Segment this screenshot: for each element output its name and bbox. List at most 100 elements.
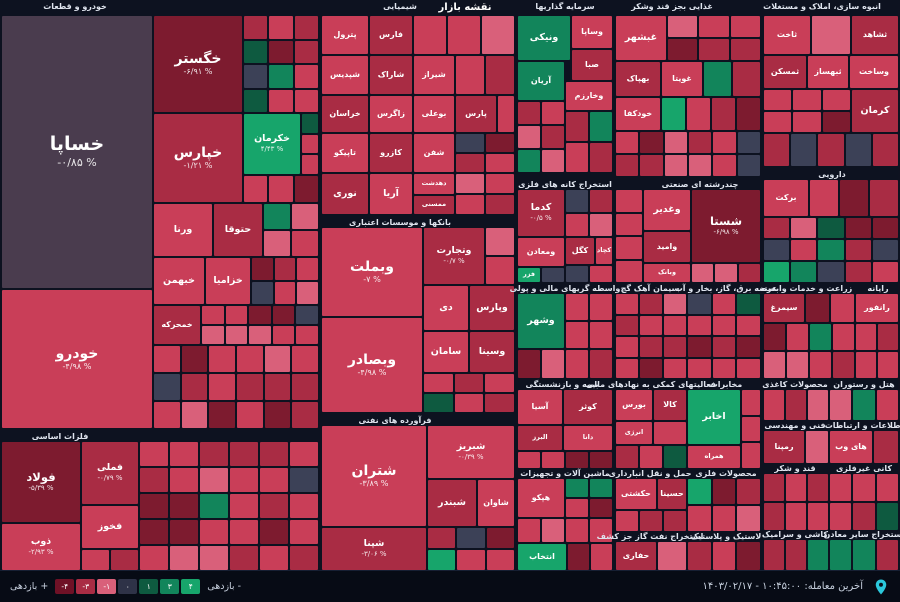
stock-tile[interactable]: خودرو -۴/۹۸ % [2, 290, 152, 428]
stock-tile[interactable]: خبهمن [154, 258, 204, 304]
stock-tile[interactable] [154, 402, 180, 428]
stock-tile[interactable] [414, 16, 446, 54]
stock-tile[interactable]: شتران -۳/۸۹ % [322, 426, 426, 526]
stock-tile[interactable] [688, 358, 711, 378]
stock-tile[interactable] [664, 446, 686, 468]
stock-tile[interactable] [699, 39, 729, 60]
stock-tile[interactable] [764, 390, 784, 420]
stock-tile[interactable] [260, 494, 288, 518]
stock-tile[interactable] [237, 402, 263, 428]
stock-tile[interactable] [738, 264, 760, 282]
stock-tile[interactable] [170, 442, 198, 466]
stock-tile[interactable] [297, 282, 318, 304]
stock-tile[interactable] [853, 390, 875, 420]
stock-tile[interactable]: بورس [616, 390, 652, 420]
stock-tile[interactable]: حکشتی [616, 479, 656, 509]
stock-tile[interactable] [616, 190, 642, 212]
stock-tile[interactable]: خزامیا [206, 258, 250, 304]
stock-tile[interactable] [616, 446, 638, 468]
stock-tile[interactable] [486, 228, 514, 255]
stock-tile[interactable] [518, 102, 540, 124]
stock-tile[interactable] [806, 431, 828, 463]
stock-tile[interactable] [518, 519, 540, 542]
stock-tile[interactable] [742, 443, 760, 468]
stock-tile[interactable] [812, 16, 850, 54]
stock-tile[interactable]: فارس [370, 16, 412, 54]
stock-tile[interactable] [140, 468, 168, 492]
stock-tile[interactable] [730, 39, 760, 60]
stock-tile[interactable]: شاوان [478, 480, 514, 526]
stock-tile[interactable]: سیمرغ [764, 294, 804, 322]
stock-tile[interactable] [111, 550, 138, 570]
stock-tile[interactable] [154, 374, 180, 400]
stock-tile[interactable] [712, 98, 735, 130]
stock-tile[interactable] [486, 56, 514, 94]
stock-tile[interactable]: ثبهساز [808, 56, 848, 88]
stock-tile[interactable]: خمحرکه [154, 306, 200, 344]
stock-tile[interactable] [764, 112, 792, 132]
stock-tile[interactable] [830, 474, 852, 501]
stock-tile[interactable] [200, 494, 228, 518]
stock-tile[interactable] [664, 315, 686, 335]
stock-tile[interactable] [689, 132, 712, 153]
stock-tile[interactable]: آسیا [518, 390, 562, 424]
stock-tile[interactable] [302, 155, 318, 174]
stock-tile[interactable] [872, 218, 898, 238]
stock-tile[interactable]: وبملت -۷ % [322, 228, 422, 316]
stock-tile[interactable] [274, 282, 296, 304]
stock-tile[interactable] [791, 240, 817, 260]
stock-tile[interactable] [590, 499, 612, 517]
stock-tile[interactable]: زاگرس [370, 96, 412, 132]
stock-tile[interactable]: کازرو [370, 134, 412, 172]
stock-tile[interactable] [688, 315, 711, 335]
stock-tile[interactable] [712, 315, 736, 335]
stock-tile[interactable] [302, 134, 318, 154]
stock-tile[interactable] [712, 506, 736, 531]
stock-tile[interactable] [791, 262, 817, 282]
stock-tile[interactable]: انتخاب [518, 544, 566, 570]
stock-tile[interactable] [498, 96, 514, 132]
stock-tile[interactable] [294, 89, 318, 112]
stock-tile[interactable]: فولاد -۵/۳۹ % [2, 442, 80, 522]
stock-tile[interactable] [764, 90, 792, 110]
stock-tile[interactable] [810, 180, 838, 216]
stock-tile[interactable] [202, 306, 224, 324]
stock-tile[interactable]: وساخت [850, 56, 898, 88]
stock-tile[interactable] [590, 519, 612, 542]
stock-tile[interactable] [616, 155, 639, 176]
stock-tile[interactable] [290, 442, 318, 466]
stock-tile[interactable] [737, 506, 760, 531]
stock-tile[interactable] [140, 520, 168, 544]
stock-tile[interactable]: صبا [572, 50, 612, 80]
stock-tile[interactable] [786, 540, 806, 570]
stock-tile[interactable] [793, 112, 821, 132]
stock-tile[interactable] [712, 294, 736, 314]
stock-tile[interactable]: شیراز [414, 56, 454, 94]
stock-tile[interactable] [264, 231, 290, 256]
stock-tile[interactable]: ثمسکن [764, 56, 806, 88]
stock-tile[interactable]: خودکفا [616, 98, 660, 130]
stock-tile[interactable] [209, 402, 235, 428]
stock-tile[interactable] [640, 155, 663, 176]
stock-tile[interactable] [260, 468, 288, 492]
stock-tile[interactable] [486, 154, 514, 172]
stock-tile[interactable] [833, 324, 854, 350]
stock-tile[interactable] [856, 324, 876, 350]
stock-tile[interactable] [870, 180, 898, 216]
stock-tile[interactable] [664, 511, 686, 531]
stock-tile[interactable]: اخابر [688, 390, 740, 444]
stock-tile[interactable] [786, 390, 806, 420]
stock-tile[interactable]: شاراک [370, 56, 412, 94]
stock-tile[interactable]: هپکو [518, 479, 564, 517]
stock-tile[interactable] [688, 506, 711, 531]
stock-tile[interactable]: حتوقا [214, 204, 262, 256]
stock-tile[interactable] [566, 143, 588, 172]
stock-tile[interactable]: حفاری [616, 542, 656, 570]
stock-tile[interactable] [830, 540, 852, 570]
stock-tile[interactable] [486, 134, 514, 152]
stock-tile[interactable] [687, 98, 710, 130]
stock-tile[interactable] [249, 326, 271, 344]
stock-tile[interactable] [830, 390, 852, 420]
stock-tile[interactable] [264, 346, 291, 372]
stock-tile[interactable] [294, 40, 318, 63]
